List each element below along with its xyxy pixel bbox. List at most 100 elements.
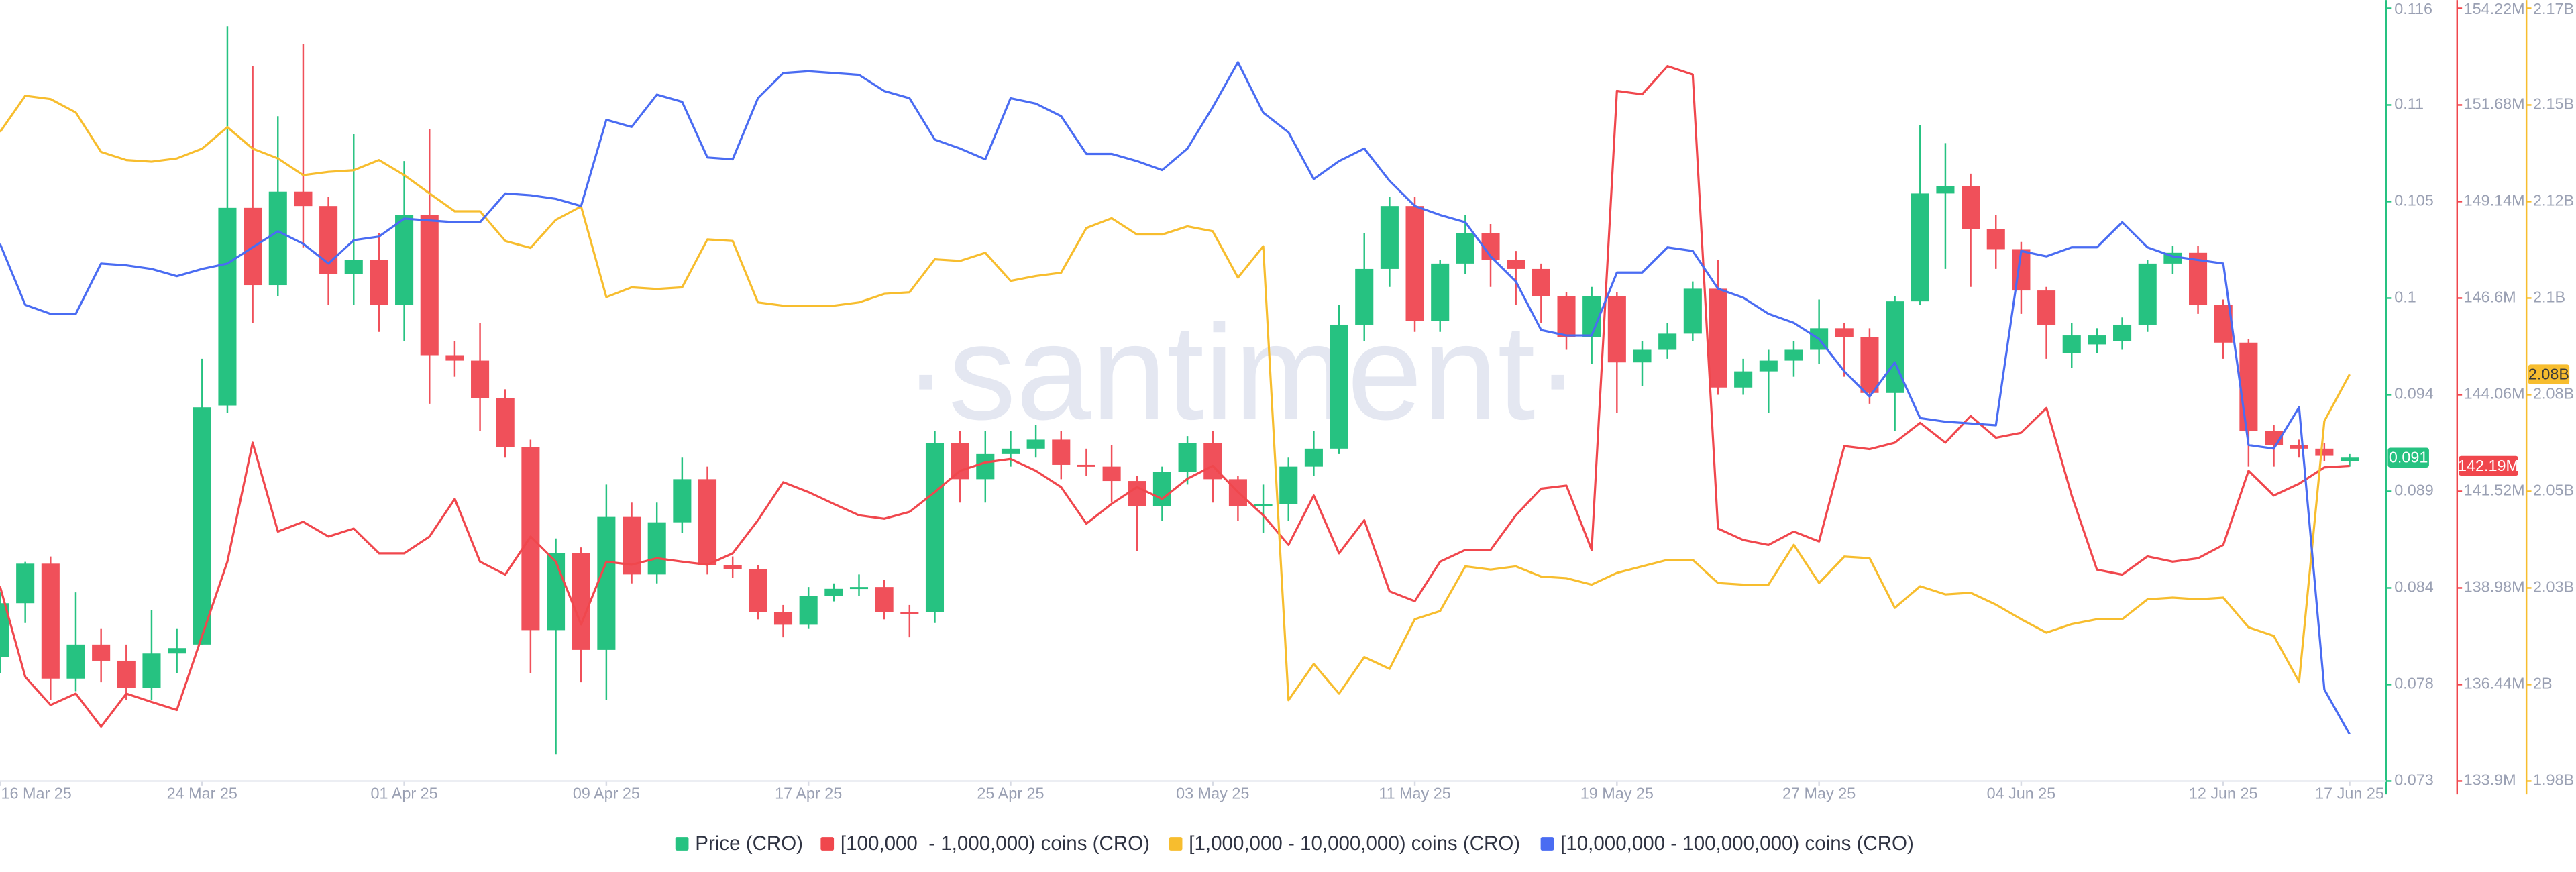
- candle-body: [294, 191, 313, 207]
- x-tick-label: 17 Apr 25: [775, 784, 842, 802]
- candle-body: [698, 479, 717, 565]
- candle-body: [1633, 349, 1652, 363]
- candle-body: [1986, 229, 2005, 250]
- x-tick-label: 17 Jun 25: [2315, 784, 2384, 802]
- candle-body: [193, 407, 211, 645]
- value-badge-label: 2.08B: [2528, 366, 2569, 383]
- candle-body: [547, 553, 566, 631]
- candle-body: [1709, 288, 1727, 388]
- candle-body: [1557, 296, 1576, 337]
- candle-body: [875, 587, 894, 612]
- legend-swatch: [1540, 837, 1554, 851]
- y-tick-label: 0.116: [2394, 0, 2432, 17]
- candle-body: [1456, 233, 1474, 264]
- legend-label: [10,000,000 - 100,000,000) coins (CRO): [1560, 832, 1914, 855]
- y-tick-label: 2.17B: [2533, 0, 2574, 17]
- y-tick-label: 0.094: [2394, 385, 2434, 402]
- x-tick-label: 19 May 25: [1580, 784, 1654, 802]
- legend-label: Price (CRO): [695, 832, 803, 855]
- candle-body: [66, 644, 85, 679]
- candle-body: [471, 360, 490, 398]
- candle-body: [749, 569, 767, 612]
- plot-area: [0, 26, 2359, 786]
- value-badge: [2387, 447, 2429, 468]
- series-line: [0, 61, 2351, 735]
- candle-body: [951, 443, 969, 480]
- candle-body: [1911, 193, 1929, 302]
- series-line: [0, 95, 2351, 702]
- candle-body: [420, 215, 439, 356]
- candle-body: [597, 516, 616, 650]
- candle-body: [2113, 324, 2132, 341]
- candle-body: [370, 260, 388, 305]
- candle-body: [799, 596, 818, 625]
- y-tick-label: 2.12B: [2533, 192, 2574, 209]
- candle-body: [849, 587, 869, 590]
- y-tick-label: 0.084: [2394, 578, 2434, 596]
- candle-body: [1658, 333, 1677, 350]
- candle-body: [445, 355, 464, 361]
- candle-body: [168, 648, 186, 654]
- x-tick-label: 03 May 25: [1176, 784, 1249, 802]
- y-tick-label: 1.98B: [2533, 771, 2574, 789]
- legend-swatch: [1169, 837, 1183, 851]
- y-tick-label: 149.14M: [2464, 192, 2525, 209]
- candle-body: [1860, 337, 1879, 393]
- x-tick-label: 12 Jun 25: [2189, 784, 2258, 802]
- y-tick-label: 2.05B: [2533, 482, 2574, 499]
- legend-label: [1,000,000 - 10,000,000) coins (CRO): [1189, 832, 1520, 855]
- candle-body: [1759, 360, 1778, 372]
- candle-body: [1582, 296, 1601, 337]
- candle-body: [1077, 464, 1095, 467]
- candle-body: [1835, 328, 1854, 337]
- x-tick-label: 27 May 25: [1782, 784, 1856, 802]
- candle-body: [1279, 466, 1298, 504]
- y-tick-label: 2.15B: [2533, 95, 2574, 113]
- candle-body: [1380, 206, 1399, 269]
- candle-body: [773, 612, 793, 625]
- candle-body: [2340, 457, 2359, 461]
- x-tick-label: 04 Jun 25: [1987, 784, 2056, 802]
- y-tick-label: 138.98M: [2464, 578, 2525, 596]
- legend-swatch: [820, 837, 835, 851]
- candle-body: [1026, 439, 1045, 449]
- value-badge-label: 142.19M: [2458, 457, 2519, 474]
- candle-body: [1734, 371, 1753, 388]
- candle-body: [1330, 324, 1348, 449]
- candle-body: [1152, 472, 1171, 506]
- candle-body: [1001, 448, 1020, 454]
- candle-body: [117, 660, 136, 688]
- x-tick-label: 24 Mar 25: [167, 784, 237, 802]
- candle-body: [1178, 443, 1197, 472]
- candle-body: [1254, 504, 1273, 506]
- candle-body: [1607, 296, 1626, 363]
- y-tick-label: 0.073: [2394, 771, 2434, 789]
- candle-body: [1405, 206, 1424, 321]
- value-badge: [2528, 364, 2570, 384]
- x-tick-label: 11 May 25: [1379, 784, 1450, 802]
- candle-body: [1355, 268, 1374, 325]
- candle-body: [496, 398, 515, 447]
- candle-body: [2138, 263, 2157, 325]
- legend-swatch: [675, 837, 689, 851]
- y-tick-label: 141.52M: [2464, 482, 2525, 499]
- candle-body: [0, 603, 9, 657]
- value-badge-label: 0.091: [2389, 449, 2428, 466]
- candle-body: [2315, 448, 2334, 456]
- candle-body: [1886, 301, 1904, 393]
- candle-body: [41, 563, 60, 679]
- y-tick-label: 0.11: [2394, 95, 2424, 113]
- x-tick-label: 01 Apr 25: [371, 784, 438, 802]
- y-tick-label: 2.03B: [2533, 578, 2574, 596]
- candle-body: [16, 563, 35, 604]
- y-tick-label: 2.08B: [2533, 385, 2574, 402]
- value-badge: [2459, 455, 2518, 476]
- y-tick-label: 0.105: [2394, 192, 2434, 209]
- candle-body: [925, 443, 945, 612]
- series-line: [0, 65, 2350, 728]
- candle-body: [647, 522, 666, 575]
- candle-body: [1784, 349, 1803, 361]
- candle-body: [2062, 335, 2081, 353]
